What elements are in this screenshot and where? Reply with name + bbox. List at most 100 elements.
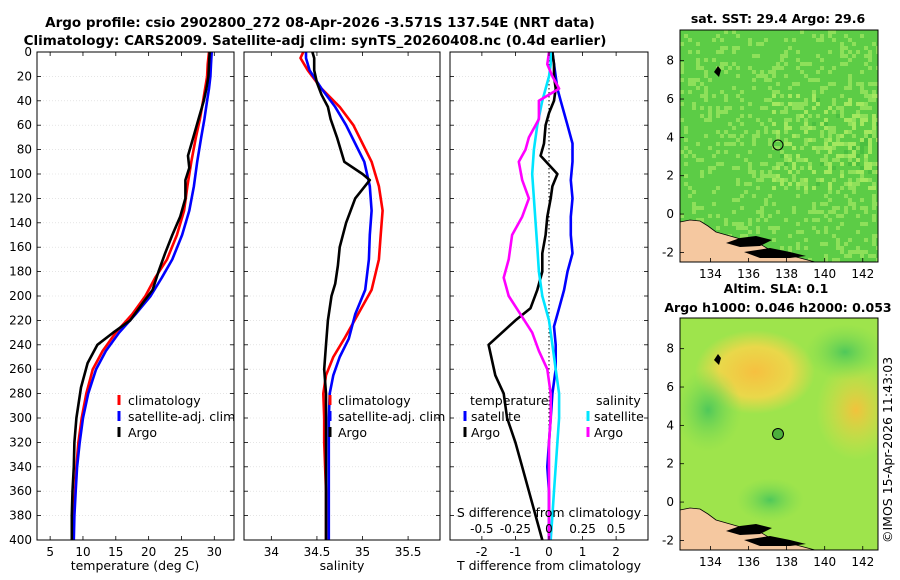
sst-cell [856,230,860,234]
sst-cell [840,246,844,250]
sla-small-island [714,354,721,365]
sst-cell [764,106,768,110]
sst-cell [796,158,800,162]
sst-cell [820,58,824,62]
sst-cell [696,86,700,90]
sst-cell [832,82,836,86]
sst-cell [792,162,796,166]
sst-cell [876,94,878,98]
sst-cell [852,122,856,126]
sst-cell [872,206,876,210]
sst-cell [796,58,800,62]
sst-cell [724,106,728,110]
sst-cell [680,78,684,82]
sst-cell [824,202,828,206]
sst-cell [820,90,824,94]
sst-cell [868,146,872,150]
sst-cell [768,214,772,218]
sst-cell [876,258,878,262]
sst-cell [840,170,844,174]
sst-cell [748,222,752,226]
sst-cell [752,134,756,138]
lat-tick-label: 4 [666,130,674,144]
sst-cell [856,178,860,182]
sst-cell [808,62,812,66]
sst-cell [784,178,788,182]
sst-cell [752,194,756,198]
sst-cell [872,118,876,122]
sst-cell [840,250,844,254]
sst-cell [828,146,832,150]
sst-cell [848,74,852,78]
sst-cell [840,114,844,118]
sst-cell [828,166,832,170]
sst-cell [756,226,760,230]
sst-cell [872,122,876,126]
sst-cell [784,130,788,134]
sst-cell [860,150,864,154]
sst-cell [824,86,828,90]
sst-cell [804,142,808,146]
sst-cell [864,46,868,50]
sst-cell [728,122,732,126]
s-tick-label: 0 [545,522,553,536]
sst-cell [844,254,848,258]
sst-cell [832,66,836,70]
sst-cell [680,62,684,66]
sst-cell [816,114,820,118]
sst-cell [772,202,776,206]
sst-cell [796,194,800,198]
x-tick-label: 20 [141,545,156,559]
sst-cell [712,94,716,98]
depth-tick-label: 380 [9,509,32,523]
sst-cell [868,142,872,146]
sst-cell [804,190,808,194]
sst-cell [876,46,878,50]
temperature-grid [37,76,234,516]
sst-cell [760,74,764,78]
sst-cell [816,218,820,222]
sst-cell [836,114,840,118]
sst-cell [680,214,684,218]
sst-cell [852,162,856,166]
sst-cell [836,226,840,230]
sst-cell [708,214,712,218]
sst-cell [816,98,820,102]
sst-cell [784,154,788,158]
sst-cell [696,142,700,146]
sst-cell [724,222,728,226]
sst-cell [824,158,828,162]
sst-cell [860,250,864,254]
sst-cell [724,70,728,74]
sst-cell [780,54,784,58]
sst-cell [872,218,876,222]
depth-tick-label: 140 [9,216,32,230]
sst-cell [828,126,832,130]
sst-cell [744,158,748,162]
sst-cell [856,214,860,218]
sst-cell [872,214,876,218]
sst-cell [828,190,832,194]
sst-cell [788,182,792,186]
sst-cell [864,106,868,110]
sst-cell [720,38,724,42]
lat-tick-label: -2 [662,533,674,547]
sst-cell [788,158,792,162]
x-tick-label: 0 [545,545,553,559]
sst-cell [800,126,804,130]
sst-cell [692,210,696,214]
sst-cell [764,98,768,102]
sst-cell [776,146,780,150]
sst-cell [756,118,760,122]
sst-cell [804,118,808,122]
temperature-profile-panel: 5 10 15 20 25 30 0 20 40 60 80 100 120 140 160 180 200 2… [9,45,235,573]
sst-cell [804,74,808,78]
sst-cell [780,182,784,186]
sst-cell [832,102,836,106]
sst-cell [872,194,876,198]
sst-cell [860,206,864,210]
sst-cell [732,210,736,214]
sst-map-frame [679,29,879,263]
sst-cell [840,186,844,190]
sst-cell [748,114,752,118]
